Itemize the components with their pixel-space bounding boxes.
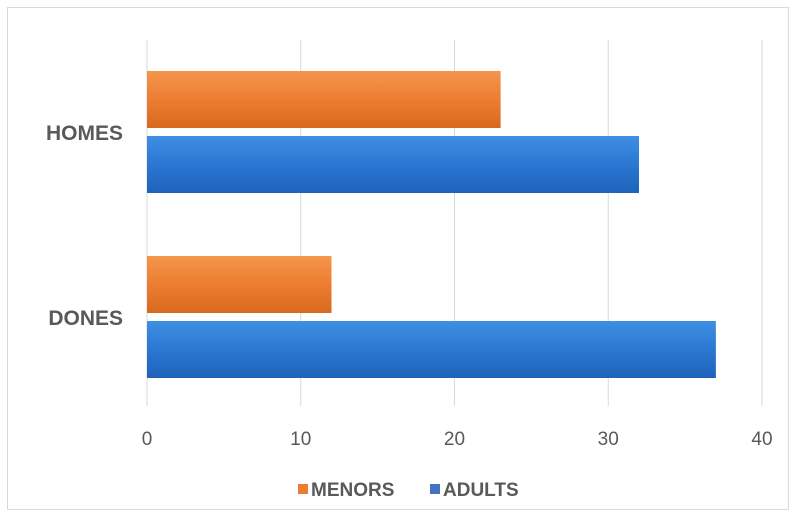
x-tick-label: 40 [751, 429, 772, 450]
x-axis-tick-labels: 0 10 20 30 40 [142, 429, 773, 450]
legend: MENORS ADULTS [298, 480, 519, 501]
category-label: DONES [48, 307, 123, 330]
x-tick-label: 10 [290, 429, 311, 450]
x-tick-label: 0 [142, 429, 153, 450]
x-tick-label: 20 [444, 429, 465, 450]
legend-label-adults: ADULTS [443, 480, 519, 501]
bar-homes-menors [147, 71, 501, 128]
category-label: HOMES [46, 122, 123, 145]
y-axis-category-labels: HOMES DONES [46, 122, 123, 330]
bar-homes-adults [147, 136, 639, 193]
legend-label-menors: MENORS [311, 480, 394, 501]
x-tick-label: 30 [598, 429, 619, 450]
legend-swatch-menors [298, 484, 308, 494]
bar-dones-adults [147, 321, 716, 378]
bars [147, 71, 716, 378]
legend-swatch-adults [430, 484, 440, 494]
bar-dones-menors [147, 256, 332, 313]
